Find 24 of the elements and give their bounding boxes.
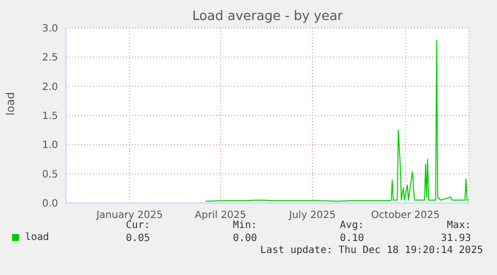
line-series — [204, 40, 469, 202]
y-tick-label: 3.0 — [42, 24, 58, 35]
y-axis-title: load — [4, 92, 17, 116]
x-tick-label: April 2025 — [194, 210, 246, 222]
y-tick-label: 0.5 — [42, 169, 58, 180]
y-tick-label: 2.5 — [42, 52, 58, 64]
text: Max: — [446, 220, 471, 231]
y-tick-label: 1.0 — [42, 140, 58, 152]
x-tick-label: July 2025 — [288, 210, 336, 222]
text: Min: — [232, 220, 257, 231]
legend-label: load — [24, 232, 50, 243]
x-tick-label: January 2025 — [95, 210, 163, 222]
y-tick-label: 2.0 — [42, 82, 58, 93]
text: Cur: — [126, 220, 150, 231]
x-tick-label: October 2025 — [371, 210, 440, 222]
chart-title: Load average - by year — [191, 9, 344, 24]
text: Last update: Thu Dec 18 19:20:14 2025 — [260, 245, 483, 256]
text: Avg: — [340, 220, 364, 231]
text: 0.05 — [126, 233, 150, 244]
text: 0.00 — [232, 233, 257, 244]
text: 0.10 — [340, 233, 364, 244]
y-tick-label: 1.5 — [42, 111, 58, 122]
y-tick-label: 0.0 — [42, 198, 58, 210]
text: 31.93 — [440, 233, 471, 244]
